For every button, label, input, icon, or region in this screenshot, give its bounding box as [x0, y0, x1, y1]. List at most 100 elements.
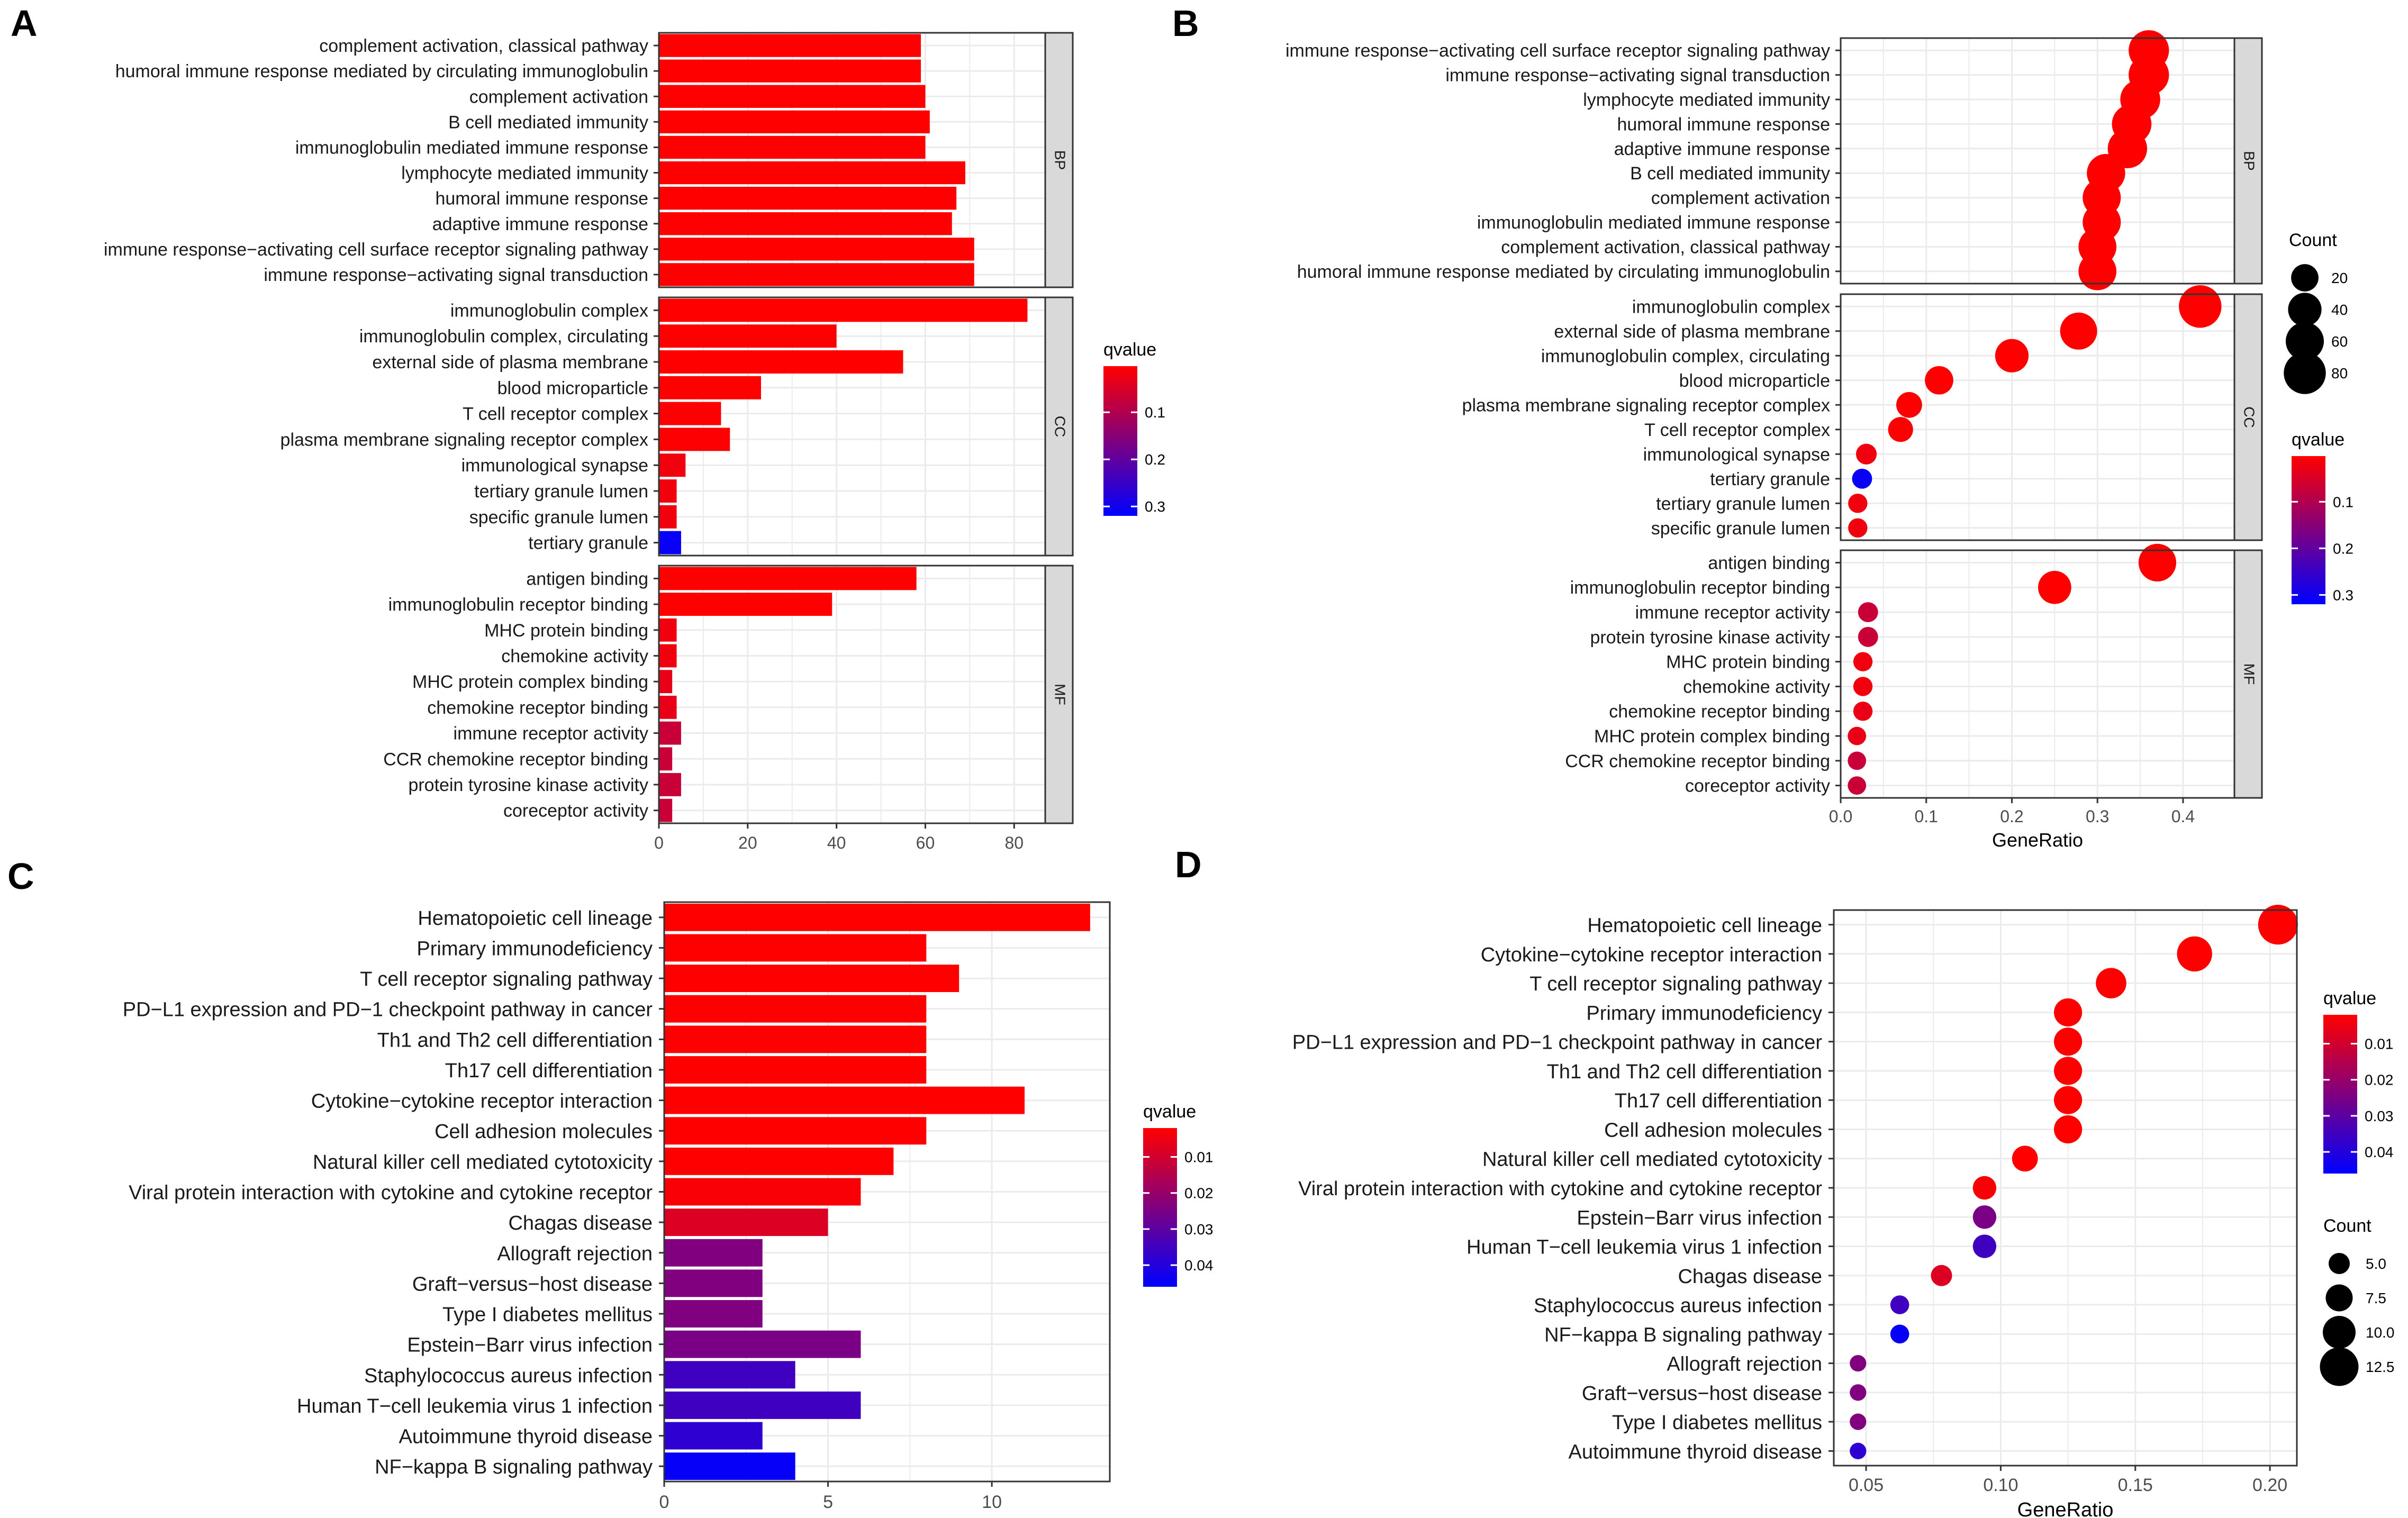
panelB-size-legend-label: 20	[2331, 270, 2348, 286]
panelA-legend-label: 0.2	[1145, 451, 1165, 468]
panelB-strip	[2233, 293, 2263, 541]
panelB-category-label: immune response−activating cell surface …	[1286, 41, 1830, 61]
panel-letter-A: A	[11, 3, 38, 44]
panelA-category-label: tertiary granule	[528, 533, 648, 553]
panelD-point	[2053, 998, 2083, 1027]
panelD-point	[1850, 1442, 1867, 1459]
panelA-category-label: external side of plasma membrane	[372, 352, 648, 372]
panelD-category-label: T cell receptor signaling pathway	[1529, 973, 1822, 995]
panelA-category-label: MHC protein binding	[484, 621, 648, 641]
panelB-category-label: tertiary granule lumen	[1656, 494, 1830, 514]
panelC-category-label: Chagas disease	[508, 1212, 653, 1234]
panelA-category-label: antigen binding	[526, 569, 648, 589]
panelB-category-label: immunoglobulin complex	[1632, 297, 1830, 317]
panelB-legend-label: 0.2	[2333, 540, 2353, 557]
panelC-bar	[664, 1117, 927, 1145]
panelB-point	[2179, 285, 2222, 328]
panelD-legend-colorbar	[2323, 1015, 2357, 1174]
panelA-strip	[1044, 32, 1074, 288]
panelD-point	[1972, 1205, 1997, 1229]
panelC-bar	[664, 1178, 861, 1206]
panelA-legend-colorbar	[1103, 366, 1137, 516]
panelA-bar	[659, 110, 930, 133]
panelB-category-label: immune receptor activity	[1635, 603, 1830, 623]
panelB-category-label: MHC protein binding	[1666, 652, 1830, 672]
panelA-bar	[659, 298, 1028, 322]
panelC-bar	[664, 1056, 927, 1084]
panelA-bar	[659, 618, 677, 642]
panelA-category-label: immunological synapse	[461, 456, 648, 476]
panelA-bar	[659, 59, 921, 83]
panelD-point	[2053, 1086, 2083, 1114]
panelD-point	[1931, 1265, 1952, 1286]
panelA-category-label: adaptive immune response	[432, 214, 648, 234]
panelB-category-label: humoral immune response	[1617, 114, 1830, 134]
panelA-category-label: chemokine activity	[501, 646, 648, 666]
panelB-xtick-label: 0.1	[1914, 807, 1938, 826]
panelA-bar	[659, 376, 761, 399]
panelB-strip-label: CC	[2241, 406, 2258, 428]
panelA-category-label: MHC protein complex binding	[412, 672, 648, 692]
panelA-category-label: chemokine receptor binding	[427, 698, 648, 718]
panelD-point	[1850, 1355, 1867, 1372]
panelB-xtick-label: 0.4	[2171, 807, 2195, 826]
panelA-strip	[1044, 296, 1074, 557]
panelD-size-legend-dot	[2323, 1316, 2356, 1349]
panelB-facet-CC: immunoglobulin complex external side of p…	[1462, 285, 2263, 541]
panelA-bar	[659, 479, 677, 503]
panelB-category-label: complement activation	[1651, 188, 1830, 208]
panelC-bar	[664, 1025, 927, 1053]
panelC-bar	[664, 1208, 828, 1237]
panelA-bar	[659, 695, 677, 719]
panelC-category-label: NF−kappa B signaling pathway	[375, 1456, 653, 1478]
panelA-category-label: lymphocyte mediated immunity	[401, 163, 648, 184]
panelD-panel-border	[1833, 909, 2298, 1467]
panelD-size-legend-label: 10.0	[2366, 1324, 2395, 1341]
panelB-xtick-label: 0.3	[2086, 807, 2109, 826]
panelA-bar	[659, 670, 673, 694]
panelA-category-label: B cell mediated immunity	[448, 112, 648, 132]
panelA-xtick-label: 20	[738, 833, 757, 852]
panelA-bar	[659, 135, 926, 159]
panelD-xtick-label: 0.10	[1983, 1475, 2018, 1495]
panelD-category-label: Allograft rejection	[1667, 1353, 1822, 1376]
panelC-category-label: Cytokine−cytokine receptor interaction	[311, 1090, 653, 1113]
panelC-category-label: Graft−versus−host disease	[412, 1273, 653, 1295]
panelC-category-label: Type I diabetes mellitus	[442, 1304, 653, 1326]
panelD-xtick-label: 0.15	[2118, 1475, 2153, 1495]
panelD-category-label: Chagas disease	[1678, 1266, 1822, 1288]
panelB-plot-bg	[1841, 38, 2234, 284]
panelB-point	[1848, 494, 1868, 513]
panelB-category-label: adaptive immune response	[1614, 139, 1830, 159]
panelC-xtick-label: 0	[659, 1492, 669, 1512]
panelB-point	[1855, 443, 1877, 465]
panelA-legend-label: 0.3	[1145, 498, 1165, 515]
panelA-bar	[659, 505, 677, 529]
panelB-point	[1848, 518, 1868, 538]
panelB-xtick-label: 0.0	[1829, 807, 1852, 826]
panelC-bar	[664, 965, 959, 993]
panelD-category-label: Viral protein interaction with cytokine …	[1298, 1178, 1822, 1200]
panelD-point	[1890, 1324, 1909, 1344]
panelD-xtick-label: 0.05	[1849, 1475, 1884, 1495]
panelC-bar	[664, 995, 927, 1023]
panelB-category-label: chemokine receptor binding	[1609, 702, 1830, 722]
panelC-xtick-label: 5	[823, 1492, 833, 1512]
panelB-point	[2060, 312, 2097, 350]
panelB-strip-label: BP	[2241, 151, 2258, 170]
panelD-size-legend-label: 5.0	[2366, 1256, 2386, 1272]
panelA-category-label: blood microparticle	[497, 378, 648, 398]
panelD-legend-label: 0.03	[2365, 1108, 2394, 1124]
panelA-category-label: complement activation, classical pathway	[319, 36, 648, 56]
panelC-category-label: Primary immunodeficiency	[417, 938, 653, 960]
panelD-xtick-label: 0.20	[2252, 1475, 2287, 1495]
panelD-plot: Hematopoietic cell lineage Cytokine−cytok…	[1292, 905, 2298, 1467]
panelB-strip-label: MF	[2241, 663, 2258, 685]
panelA-bar	[659, 773, 681, 796]
panelB-point	[1853, 652, 1873, 671]
panelD-size-legend-label: 12.5	[2366, 1359, 2395, 1375]
panelC-category-label: Viral protein interaction with cytokine …	[129, 1182, 653, 1204]
panelB-size-legend-label: 80	[2331, 365, 2348, 381]
panelD-category-label: Th1 and Th2 cell differentiation	[1547, 1061, 1822, 1083]
panelC-bar	[664, 1391, 861, 1419]
